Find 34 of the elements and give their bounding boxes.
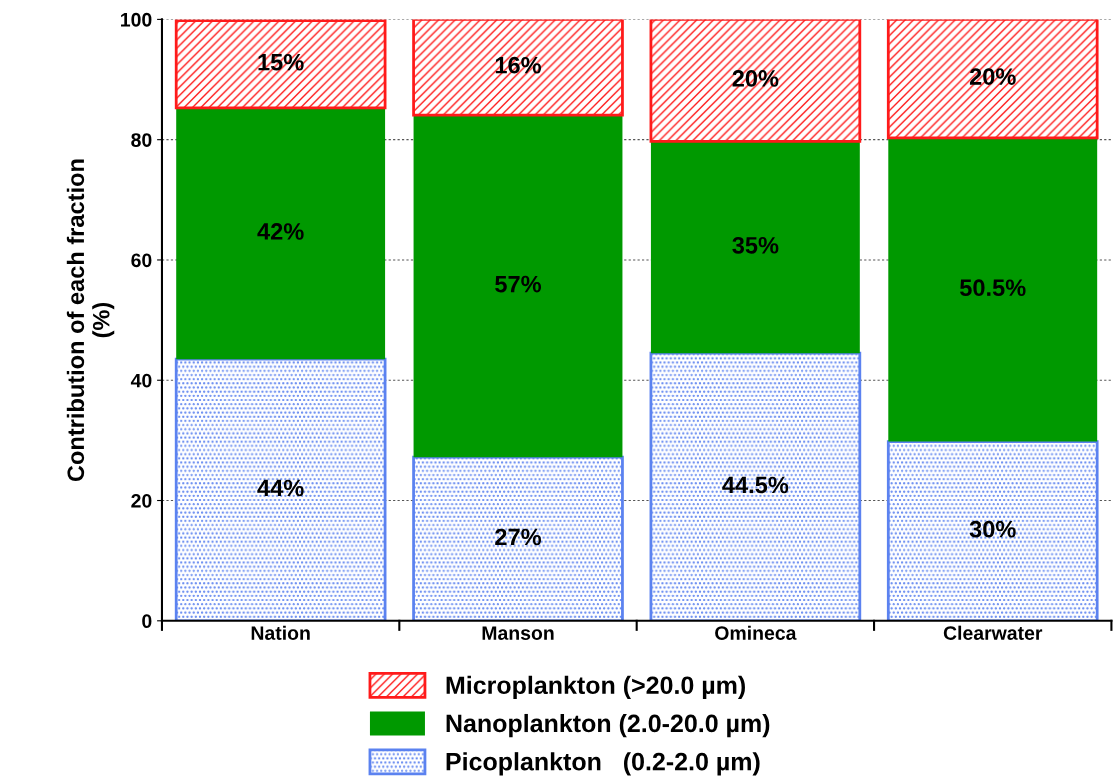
bar <box>412 19 624 117</box>
x-tick-label: Omineca <box>715 625 797 640</box>
bar <box>174 19 387 110</box>
data-label: 44% <box>257 479 304 497</box>
legend-label: Microplankton (>20.0 µm) <box>446 675 745 700</box>
bar <box>174 357 387 621</box>
y-tick-label: 40 <box>130 373 152 388</box>
bar <box>412 455 624 621</box>
bar <box>649 351 862 621</box>
x-tick-label: Clearwater <box>943 625 1043 640</box>
y-tick-label: 60 <box>131 253 152 268</box>
y-tick-label: 20 <box>131 493 152 508</box>
data-label: 44.5% <box>722 476 789 494</box>
y-axis-title: Contribution of each fraction (%) <box>66 159 115 482</box>
y-tick-label: 100 <box>121 12 152 27</box>
bar <box>176 107 386 360</box>
data-label: 50.5% <box>959 279 1026 297</box>
y-tick-label: 0 <box>142 614 152 629</box>
data-label: 42% <box>257 223 304 240</box>
bar <box>649 19 862 143</box>
data-label: 57% <box>495 275 542 293</box>
legend-label: Nanoplankton (2.0-20.0 µm) <box>446 713 770 738</box>
y-tick-label: 80 <box>131 133 152 147</box>
data-label: 30% <box>969 520 1016 538</box>
bar <box>413 115 623 458</box>
bar <box>650 141 860 354</box>
data-label: 27% <box>495 528 542 546</box>
x-tick-label: Nation <box>251 625 310 640</box>
legend-label: Picoplankton (0.2-2.0 µm) <box>446 752 760 776</box>
bar <box>888 137 1098 442</box>
x-tick-label: Manson <box>482 626 554 640</box>
bar <box>886 19 1099 140</box>
data-label: 35% <box>732 236 779 254</box>
bar <box>886 440 1099 621</box>
